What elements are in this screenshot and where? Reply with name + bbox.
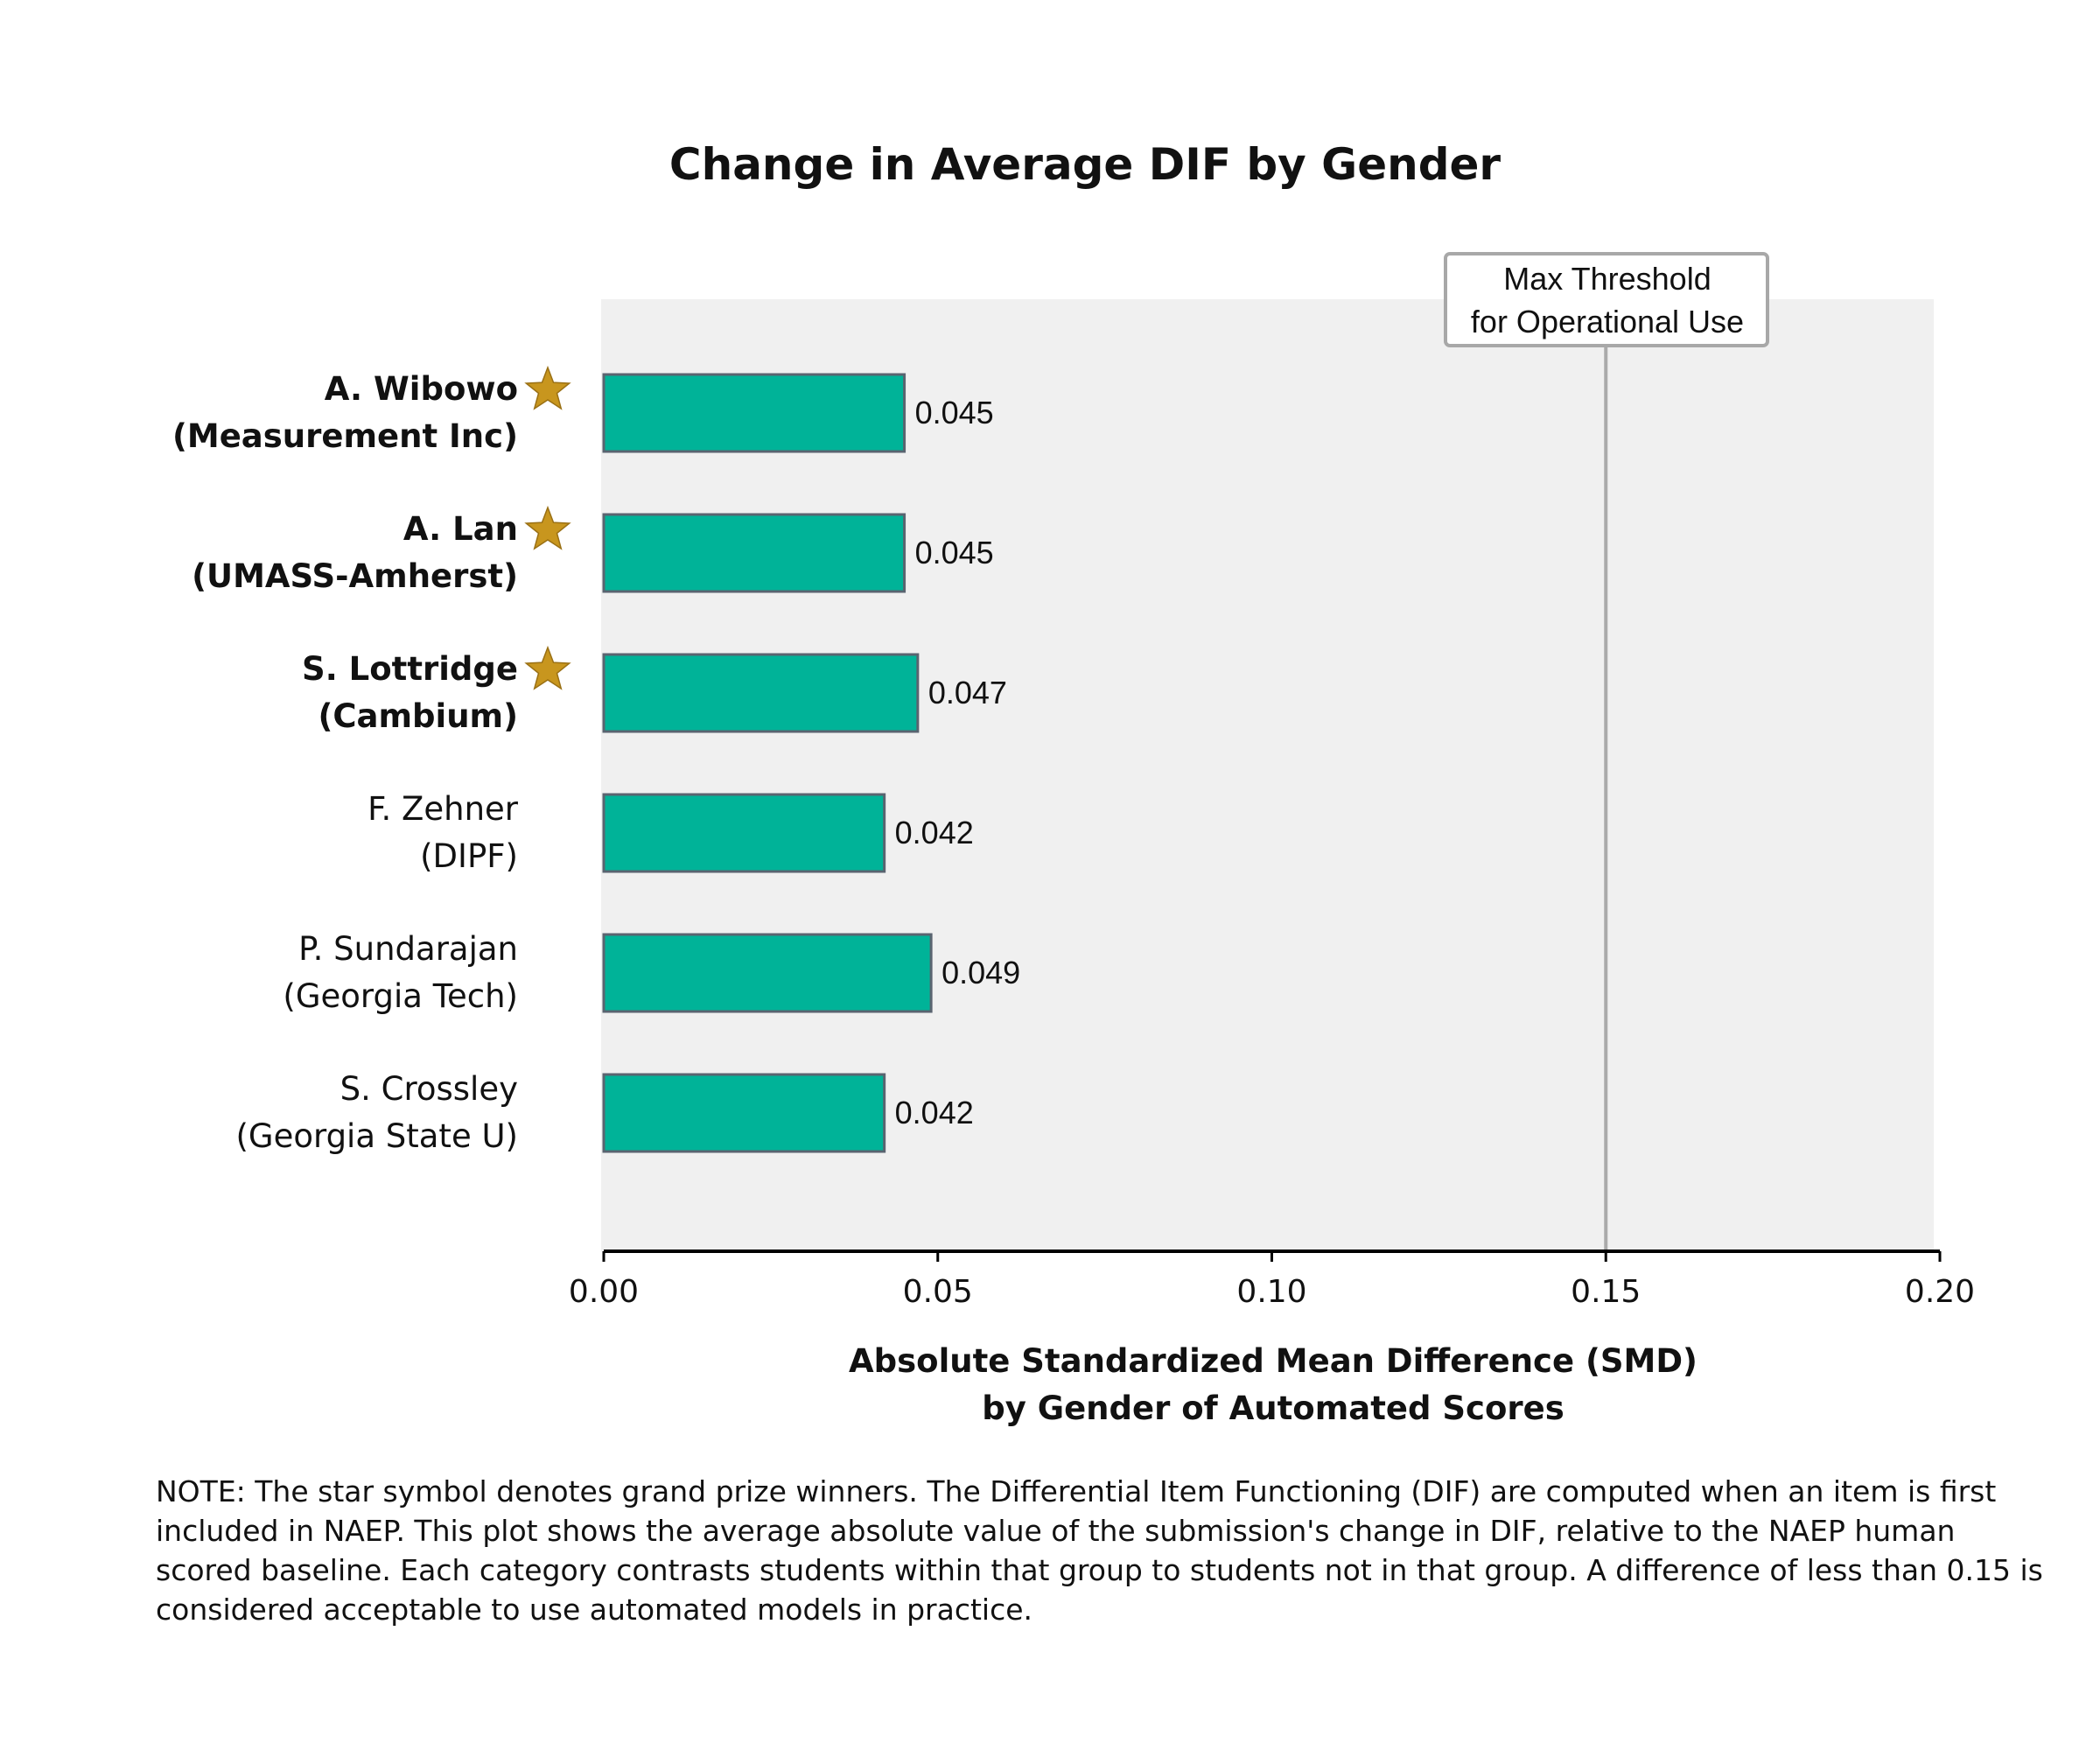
threshold-label-line: Max Threshold <box>1503 261 1711 297</box>
x-tick-label: 0.10 <box>1236 1274 1306 1310</box>
bars: 0.045 0.045 0.047 0.042 0.049 0.042 <box>602 373 1020 1153</box>
bar <box>602 653 920 733</box>
chart-title: Change in Average DIF by Gender <box>669 139 1502 190</box>
x-tick-label: 0.20 <box>1905 1274 1975 1310</box>
bar <box>602 373 906 453</box>
x-axis-label-line-1: Absolute Standardized Mean Difference (S… <box>849 1342 1698 1380</box>
bar-value-label: 0.042 <box>895 1095 974 1130</box>
bar-value-label: 0.042 <box>895 815 974 850</box>
x-tick-label: 0.05 <box>903 1274 973 1310</box>
bar <box>602 933 933 1013</box>
threshold-label-box <box>1444 252 1769 347</box>
category-name: S. Crossley <box>340 1070 518 1108</box>
x-tick-label: 0.15 <box>1571 1274 1641 1310</box>
category-name: A. Lan <box>403 510 518 548</box>
category-name: S. Lottridge <box>302 650 518 688</box>
category-name: A. Wibowo <box>325 370 518 408</box>
bar-value-label: 0.045 <box>915 535 994 570</box>
category-name: P. Sundarajan <box>298 930 518 968</box>
star-icon <box>524 365 571 410</box>
category-org: (Georgia State U) <box>236 1117 519 1155</box>
threshold-label-line: for Operational Use <box>1471 304 1744 340</box>
x-tick-label: 0.00 <box>569 1274 639 1310</box>
category-labels: A. Wibowo (Measurement Inc) A. Lan (UMASS-A… <box>172 365 571 1155</box>
bar-value-label: 0.047 <box>928 675 1007 710</box>
category-org: (UMASS-Amherst) <box>192 557 518 595</box>
category-org: (Measurement Inc) <box>172 417 518 455</box>
category-org: (Georgia Tech) <box>283 977 518 1015</box>
footnote: NOTE: The star symbol denotes grand priz… <box>156 1474 2043 1627</box>
category-name: F. Zehner <box>368 790 519 828</box>
bar <box>602 793 886 873</box>
x-axis: 0.00 0.05 0.10 0.15 0.20 <box>569 1250 1975 1310</box>
category-org: (Cambium) <box>318 697 518 735</box>
x-axis-label-line-2: by Gender of Automated Scores <box>982 1390 1564 1427</box>
threshold-marker: Max Threshold for Operational Use <box>1444 252 1769 1251</box>
star-icon <box>524 645 571 690</box>
bar <box>602 1073 886 1153</box>
bar-value-label: 0.045 <box>915 395 994 430</box>
bar <box>602 513 906 593</box>
star-icon <box>524 505 571 550</box>
category-org: (DIPF) <box>420 837 518 875</box>
bar-value-label: 0.049 <box>942 955 1020 990</box>
